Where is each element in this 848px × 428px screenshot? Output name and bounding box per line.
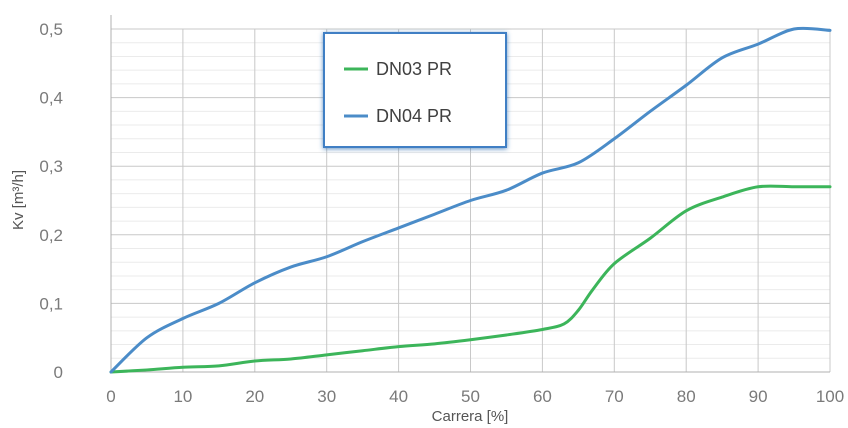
y-tick-label: 0,1 — [39, 294, 63, 313]
x-tick-label: 70 — [605, 387, 624, 406]
x-tick-label: 20 — [245, 387, 264, 406]
x-tick-labels: 0 10 20 30 40 50 60 70 80 90 100 — [106, 387, 844, 406]
axes — [110, 15, 830, 373]
y-tick-label: 0 — [54, 363, 63, 382]
x-tick-label: 50 — [461, 387, 480, 406]
legend-label-dn03: DN03 PR — [376, 59, 452, 79]
y-tick-label: 0,5 — [39, 20, 63, 39]
y-tick-label: 0,3 — [39, 157, 63, 176]
y-tick-label: 0,4 — [39, 89, 63, 108]
x-tick-label: 60 — [533, 387, 552, 406]
x-tick-label: 80 — [677, 387, 696, 406]
x-tick-label: 0 — [106, 387, 115, 406]
legend-box — [323, 32, 507, 148]
x-tick-label: 30 — [317, 387, 336, 406]
x-tick-label: 90 — [749, 387, 768, 406]
x-tick-label: 100 — [816, 387, 844, 406]
x-axis-title: Carrera [%] — [432, 408, 509, 425]
y-tick-labels: 0 0,1 0,2 0,3 0,4 0,5 — [39, 20, 63, 382]
series-line-dn03-pr — [109, 184, 832, 374]
x-tick-label: 40 — [389, 387, 408, 406]
series-layer — [109, 26, 832, 374]
y-axis-title: Kv [m³/h] — [10, 170, 27, 230]
legend-label-dn04: DN04 PR — [376, 106, 452, 126]
major-gridlines — [111, 28, 831, 372]
legend: DN03 PR DN04 PR — [323, 32, 507, 148]
x-tick-label: 10 — [173, 387, 192, 406]
series-line-dn04-pr — [109, 26, 832, 374]
y-tick-label: 0,2 — [39, 226, 63, 245]
